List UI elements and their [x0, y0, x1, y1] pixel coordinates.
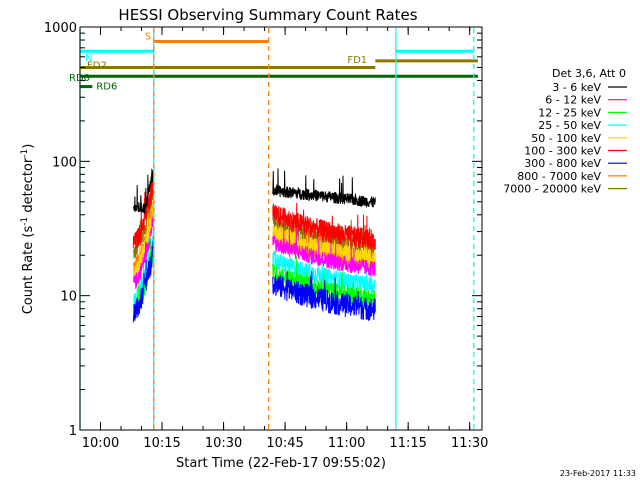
series-curve — [272, 227, 376, 277]
series-curve — [132, 215, 155, 289]
series-curve — [272, 255, 376, 308]
x-tick-label: 10:30 — [205, 436, 242, 451]
segment-label: FD2 — [87, 60, 107, 71]
legend-label: 12 - 25 keV — [538, 106, 601, 119]
x-tick-label: 11:00 — [328, 436, 365, 451]
x-axis-label: Start Time (22-Feb-17 09:55:02) — [176, 456, 386, 471]
y-tick-label: 10 — [60, 290, 77, 305]
data-curves — [132, 168, 376, 323]
y-axis-label-sup1: -1 — [20, 217, 30, 226]
y-axis-label-mid: detector — [21, 157, 36, 217]
segment-label: N — [85, 53, 92, 64]
observing-segments: SNFD1FD2RD0RD6 — [69, 31, 478, 93]
x-tick-label: 11:15 — [389, 436, 426, 451]
y-axis-label-sup2: -1 — [20, 149, 30, 158]
legend-label: 100 - 300 keV — [524, 145, 601, 158]
series-curve — [272, 271, 376, 321]
x-tick-label: 10:00 — [82, 436, 119, 451]
y-tick-label: 1000 — [44, 21, 77, 36]
series-curve — [132, 169, 155, 215]
series-curve — [132, 168, 155, 249]
plot-frame — [79, 26, 483, 431]
legend-label: 800 - 7000 keV — [517, 170, 601, 183]
x-tick-label: 10:45 — [266, 436, 303, 451]
y-axis-label-main: Count Rate (s — [21, 226, 36, 315]
segment-label: RD6 — [96, 82, 117, 93]
legend-title: Det 3,6, Att 0 — [552, 67, 626, 80]
series-curve — [272, 202, 376, 251]
y-axis-label: Count Rate (s-1 detector-1) — [20, 144, 36, 315]
y-tick-label: 1 — [69, 424, 77, 439]
chart-title: HESSI Observing Summary Count Rates — [118, 6, 417, 24]
segment-label: FD1 — [347, 55, 367, 66]
x-tick-label: 10:15 — [143, 436, 180, 451]
legend-label: 3 - 6 keV — [552, 81, 601, 94]
y-axis: 1 10 100 1000 — [44, 21, 482, 439]
legend-label: 7000 - 20000 keV — [503, 183, 601, 196]
legend-label: 25 - 50 keV — [538, 119, 601, 132]
legend-label: 50 - 100 keV — [531, 132, 601, 145]
x-axis: 10:00 10:15 10:30 10:45 11:00 11:15 11:30 — [82, 27, 488, 451]
x-tick-label: 11:30 — [451, 436, 488, 451]
y-axis-label-end: ) — [21, 144, 36, 149]
series-curve — [272, 168, 376, 208]
series-curve — [132, 240, 155, 323]
legend-label: 300 - 800 keV — [524, 157, 601, 170]
segment-label: S — [145, 31, 151, 42]
legend-label: 6 - 12 keV — [545, 94, 601, 107]
y-tick-label: 100 — [52, 155, 77, 170]
series-curve — [272, 246, 376, 295]
timestamp: 23-Feb-2017 11:33 — [560, 469, 636, 478]
